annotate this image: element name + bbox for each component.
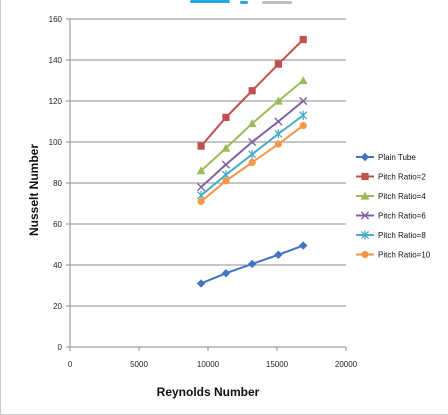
data-point (221, 143, 231, 152)
data-point (248, 137, 257, 147)
data-point (247, 119, 257, 128)
x-tick-label: 10000 (197, 360, 220, 369)
data-point (197, 142, 205, 150)
data-point (299, 122, 307, 130)
data-point (299, 241, 308, 250)
legend-marker (360, 230, 370, 240)
y-tick-label: 140 (49, 56, 63, 65)
data-point (222, 177, 230, 185)
data-point (248, 149, 257, 159)
data-point (274, 117, 283, 126)
series-line (200, 100, 304, 188)
series-5 (197, 122, 307, 206)
series-0 (196, 241, 308, 288)
gridlines (66, 18, 346, 348)
y-tick-label: 80 (53, 179, 62, 188)
axes (69, 19, 347, 351)
data-point (274, 129, 283, 139)
legend-item: Pitch Ratio=4 (356, 191, 426, 201)
y-tick-label: 60 (53, 220, 62, 229)
series-1 (197, 35, 307, 150)
y-tick-label: 0 (58, 343, 63, 352)
y-tick-label: 120 (49, 97, 63, 106)
legend-marker (361, 250, 369, 259)
legend-marker (360, 152, 370, 162)
data-point (299, 35, 307, 44)
y-tick-label: 160 (49, 15, 63, 24)
x-tick-label: 15000 (266, 360, 289, 369)
x-axis-title: Reynolds Number (157, 385, 260, 399)
legend-label: Pitch Ratio=4 (378, 192, 426, 201)
data-point (221, 269, 231, 278)
y-tick-label: 20 (53, 302, 62, 311)
legend-label: Plain Tube (378, 153, 416, 162)
y-axis-title: Nusselt Number (27, 144, 41, 236)
data-point (196, 166, 206, 175)
data-point (273, 96, 283, 105)
x-tick-labels: 0 5000 10000 15000 20000 (68, 360, 358, 369)
data-point (274, 140, 282, 148)
legend-item: Plain Tube (356, 152, 416, 162)
series-layer (196, 35, 308, 288)
series-2 (196, 76, 308, 175)
data-point (299, 96, 308, 106)
legend-item: Pitch Ratio=2 (356, 173, 426, 182)
y-tick-label: 100 (49, 138, 63, 147)
data-point (196, 279, 206, 288)
series-4 (197, 110, 308, 200)
legend-item: Pitch Ratio=8 (356, 230, 426, 240)
legend-marker (360, 191, 370, 200)
legend-marker (361, 172, 369, 181)
legend-marker (360, 211, 370, 220)
data-point (197, 197, 205, 206)
legend-item: Pitch Ratio=10 (356, 251, 431, 260)
data-point (298, 76, 308, 85)
data-point (197, 183, 206, 192)
data-point (248, 87, 256, 95)
y-tick-label: 40 (53, 261, 62, 270)
data-point (274, 60, 282, 68)
x-tick-label: 20000 (335, 360, 358, 369)
legend-label: Pitch Ratio=8 (378, 231, 426, 240)
legend-label: Pitch Ratio=10 (378, 251, 431, 260)
data-point (247, 259, 257, 269)
legend-item: Pitch Ratio=6 (356, 211, 426, 221)
x-tick-label: 0 (68, 360, 73, 369)
legend: Plain Tube Pitch Ratio=2 Pitch Ratio=4 Pitc… (356, 152, 431, 260)
series-3 (197, 96, 308, 192)
data-point (221, 160, 231, 169)
legend-label: Pitch Ratio=2 (378, 173, 426, 182)
legend-label: Pitch Ratio=6 (378, 212, 426, 221)
data-point (299, 110, 308, 120)
x-tick-label: 5000 (130, 360, 148, 369)
y-tick-labels: 0 20 40 60 80 100 120 140 160 (49, 15, 63, 352)
data-point (274, 250, 283, 259)
cropped-header-fragment (0, 0, 448, 6)
data-point (222, 113, 230, 121)
data-point (248, 158, 256, 167)
